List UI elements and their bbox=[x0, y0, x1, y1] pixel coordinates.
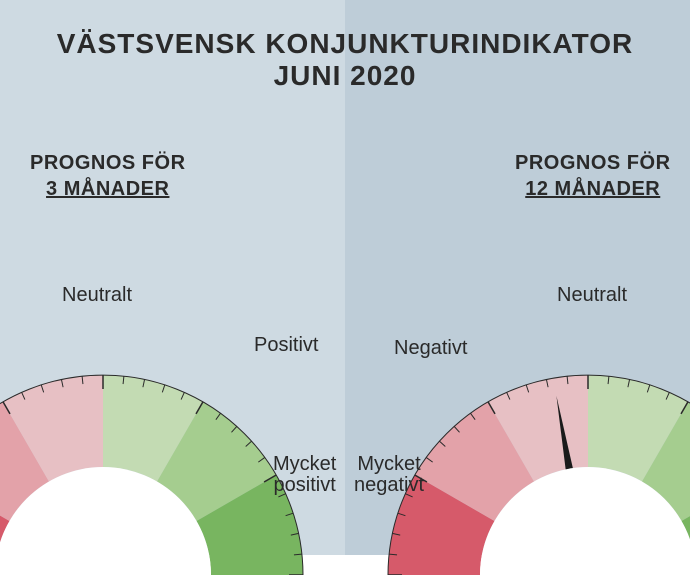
gauge-label: Mycketpositivt bbox=[273, 454, 336, 496]
gauge-label: Negativt bbox=[394, 338, 467, 359]
title-line-2: JUNI 2020 bbox=[0, 60, 690, 92]
subtitle-12m: PROGNOS FÖR 12 MÅNADER bbox=[515, 150, 671, 202]
gauge-label: Positivt bbox=[254, 335, 318, 356]
page-title: VÄSTSVENSK KONJUNKTURINDIKATOR JUNI 2020 bbox=[0, 28, 690, 92]
title-line-1: VÄSTSVENSK KONJUNKTURINDIKATOR bbox=[0, 28, 690, 60]
subtitle-3m: PROGNOS FÖR 3 MÅNADER bbox=[30, 150, 186, 202]
gauge-label: Mycketnegativt bbox=[354, 454, 424, 496]
subtitle-12m-line1: PROGNOS FÖR bbox=[515, 150, 671, 176]
subtitle-12m-line2: 12 MÅNADER bbox=[515, 176, 671, 202]
gauge-label: Neutralt bbox=[62, 285, 132, 306]
subtitle-3m-line2: 3 MÅNADER bbox=[30, 176, 186, 202]
subtitle-3m-line1: PROGNOS FÖR bbox=[30, 150, 186, 176]
gauge-label: Neutralt bbox=[557, 285, 627, 306]
